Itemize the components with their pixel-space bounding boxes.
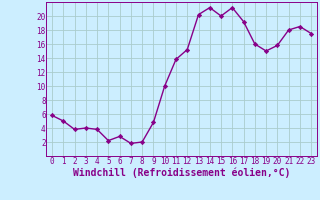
X-axis label: Windchill (Refroidissement éolien,°C): Windchill (Refroidissement éolien,°C)	[73, 167, 290, 178]
